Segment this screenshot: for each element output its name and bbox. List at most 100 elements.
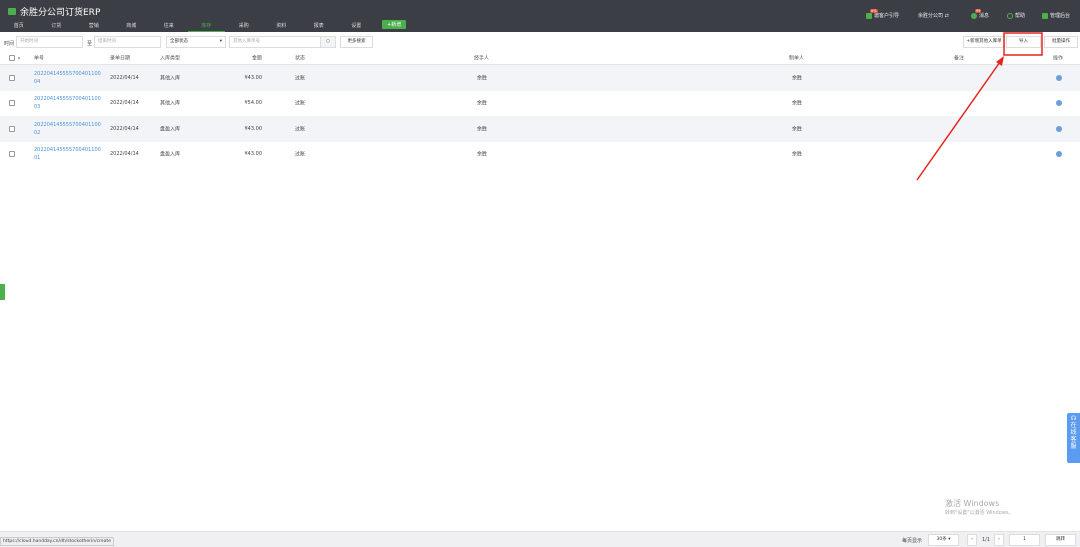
row-checkbox[interactable] bbox=[9, 100, 15, 107]
batch-operation-button[interactable]: 批量操作 bbox=[1044, 36, 1078, 48]
next-page-button[interactable]: › bbox=[994, 534, 1004, 546]
order-number-link[interactable]: 202204145555700401100 01 bbox=[34, 146, 104, 162]
col-date: 录单日期 bbox=[110, 55, 131, 61]
prev-page-button[interactable]: ‹ bbox=[967, 534, 977, 546]
table-header: ▾ 单号 录单日期 入库类型 金额 状态 经手人 制单人 备注 操作 bbox=[0, 51, 1080, 65]
per-page-select[interactable]: 30条 ▾ bbox=[928, 534, 959, 546]
admin-link[interactable]: 管理后台 bbox=[1042, 12, 1070, 19]
per-page-value: 30条 bbox=[936, 537, 947, 542]
headset-icon bbox=[1007, 12, 1013, 19]
row-date: 2022/04/14 bbox=[110, 74, 139, 81]
windows-watermark: 激活 Windows 转到"设置"以激活 Windows。 bbox=[945, 498, 1014, 516]
row-amount: ¥43.00 bbox=[244, 151, 263, 158]
row-status: 过账 bbox=[295, 126, 306, 133]
add-new-button[interactable]: +新增 bbox=[382, 20, 407, 29]
nav-data[interactable]: 资料 bbox=[276, 23, 287, 29]
row-amount: ¥43.00 bbox=[244, 74, 263, 81]
messages-link[interactable]: 99 消息 bbox=[971, 8, 989, 19]
headset-icon: ☊ bbox=[1070, 415, 1077, 422]
table-row: 202204145555700401100 04 2022/04/14 其他入库 … bbox=[0, 65, 1080, 91]
row-checkbox[interactable] bbox=[9, 74, 15, 81]
to-label: 至 bbox=[87, 41, 93, 47]
globe-icon[interactable] bbox=[1056, 151, 1062, 158]
nav-marketing[interactable]: 营销 bbox=[88, 23, 99, 29]
help-link[interactable]: 帮助 bbox=[1007, 12, 1025, 19]
company-switch[interactable]: 余胜分公司 ⇄ bbox=[918, 12, 949, 19]
admin-label: 管理后台 bbox=[1050, 13, 1071, 19]
col-note: 备注 bbox=[954, 55, 965, 61]
page-indicator: 1/1 bbox=[982, 537, 991, 543]
invite-label: 邀客户引导 bbox=[874, 13, 900, 19]
annotation-arrow bbox=[916, 61, 1001, 181]
row-type: 其他入库 bbox=[160, 100, 181, 107]
row-maker: 余胜 bbox=[792, 100, 803, 107]
service-label: 在线客服 bbox=[1070, 422, 1077, 450]
row-status: 过账 bbox=[295, 75, 306, 82]
jump-button[interactable]: 跳转 bbox=[1045, 534, 1076, 546]
col-handler: 经手人 bbox=[474, 55, 490, 61]
more-search-button[interactable]: 更多搜索 bbox=[340, 36, 373, 48]
per-page-label: 每页显示 bbox=[902, 538, 923, 544]
invite-icon: 0% bbox=[866, 8, 878, 19]
select-all-checkbox[interactable] bbox=[9, 54, 15, 61]
nav-reports[interactable]: 报表 bbox=[313, 23, 324, 29]
chevron-down-icon: ▾ bbox=[219, 39, 222, 44]
order-number-part2: 01 bbox=[34, 155, 41, 162]
nav-home[interactable]: 首页 bbox=[13, 23, 24, 29]
globe-icon[interactable] bbox=[1056, 100, 1062, 107]
watermark-line1: 激活 Windows bbox=[945, 499, 1000, 508]
nav-accounts[interactable]: 往来 bbox=[163, 23, 174, 29]
order-number-link[interactable]: 202204145555700401100 04 bbox=[34, 70, 104, 86]
row-type: 其他入库 bbox=[160, 75, 181, 82]
end-date-input[interactable]: 结束时间 bbox=[94, 36, 161, 48]
nav-settings[interactable]: 设置 bbox=[351, 23, 362, 29]
col-type: 入库类型 bbox=[160, 55, 181, 61]
order-number-part2: 02 bbox=[34, 129, 41, 136]
row-status: 过账 bbox=[295, 151, 306, 158]
col-amount: 金额 bbox=[251, 55, 262, 61]
sidebar-toggle[interactable] bbox=[0, 284, 5, 300]
search-button[interactable]: ○ bbox=[320, 36, 336, 48]
col-order-no: 单号 bbox=[34, 55, 45, 61]
row-checkbox[interactable] bbox=[9, 151, 15, 158]
row-type: 盘盈入库 bbox=[160, 126, 181, 133]
col-status: 状态 bbox=[295, 55, 306, 61]
nav-mall[interactable]: 商城 bbox=[126, 23, 137, 29]
nav-orders[interactable]: 订货 bbox=[51, 23, 62, 29]
row-type: 盘盈入库 bbox=[160, 151, 181, 158]
row-checkbox[interactable] bbox=[9, 125, 15, 132]
globe-icon[interactable] bbox=[1056, 125, 1062, 132]
message-icon: 99 bbox=[971, 8, 982, 19]
row-maker: 余胜 bbox=[792, 126, 803, 133]
order-number-part1: 202204145555700401100 bbox=[34, 121, 101, 128]
admin-icon bbox=[1042, 12, 1048, 19]
import-button[interactable]: 导入 bbox=[1006, 36, 1041, 48]
online-service-button[interactable]: ☊ 在线客服 bbox=[1067, 413, 1080, 463]
col-actions: 操作 bbox=[1053, 55, 1064, 61]
inbound-table: ▾ 单号 录单日期 入库类型 金额 状态 经手人 制单人 备注 操作 20220… bbox=[0, 51, 1080, 167]
order-number-part2: 04 bbox=[34, 78, 41, 85]
start-date-input[interactable]: 开始时间 bbox=[16, 36, 83, 48]
status-select[interactable]: 全部状态 ▾ bbox=[166, 36, 226, 48]
row-handler: 余胜 bbox=[477, 100, 488, 107]
main-nav: 首页 订货 营销 商城 往来 库存 采购 资料 报表 设置 bbox=[0, 20, 375, 32]
row-date: 2022/04/14 bbox=[110, 100, 139, 107]
globe-icon[interactable] bbox=[1056, 74, 1062, 81]
chevron-down-icon[interactable]: ▾ bbox=[18, 55, 21, 60]
order-number-part1: 202204145555700401100 bbox=[34, 96, 101, 103]
top-header: 余胜分公司订货ERP 首页 订货 营销 商城 往来 库存 采购 资料 报表 设置… bbox=[0, 0, 1080, 32]
time-label: 时间 bbox=[4, 41, 15, 47]
order-number-part2: 03 bbox=[34, 104, 41, 111]
invite-customer-link[interactable]: 0% 邀客户引导 bbox=[866, 8, 900, 19]
order-number-link[interactable]: 202204145555700401100 03 bbox=[34, 95, 104, 111]
app-title: 余胜分公司订货ERP bbox=[20, 8, 101, 18]
nav-purchase[interactable]: 采购 bbox=[238, 23, 249, 29]
row-status: 过账 bbox=[295, 100, 306, 107]
page-input[interactable]: 1 bbox=[1009, 534, 1040, 546]
table-row: 202204145555700401100 03 2022/04/14 其他入库 … bbox=[0, 91, 1080, 117]
row-date: 2022/04/14 bbox=[110, 125, 139, 132]
order-number-link[interactable]: 202204145555700401100 02 bbox=[34, 121, 104, 137]
row-handler: 余胜 bbox=[477, 75, 488, 82]
row-maker: 余胜 bbox=[792, 151, 803, 158]
nav-inventory[interactable]: 库存 bbox=[187, 20, 225, 32]
